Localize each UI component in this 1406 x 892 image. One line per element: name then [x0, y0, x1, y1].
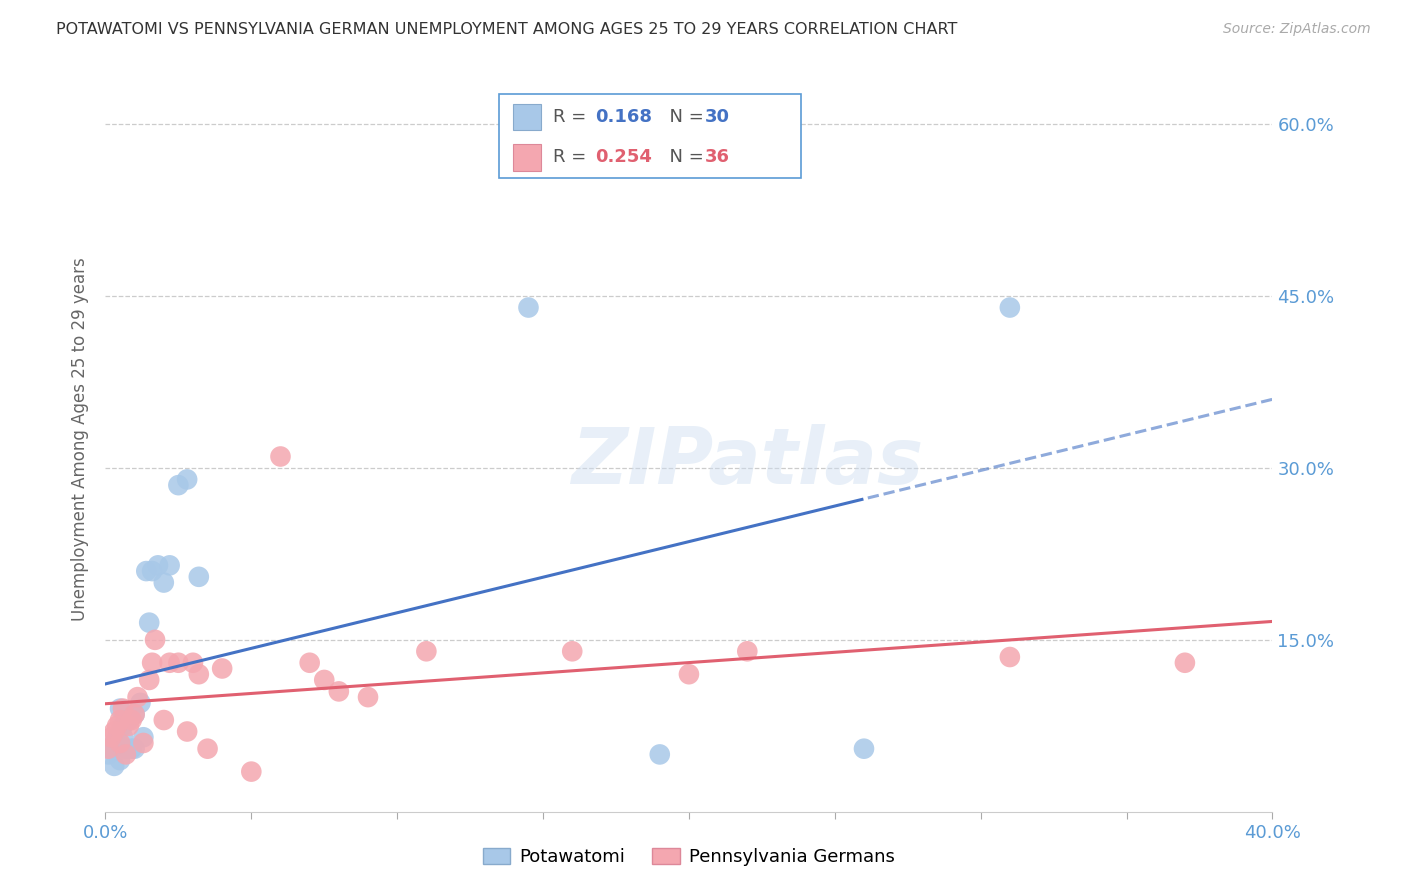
Point	[115, 741, 138, 756]
Point	[135, 564, 157, 578]
Point	[167, 656, 190, 670]
Y-axis label: Unemployment Among Ages 25 to 29 years: Unemployment Among Ages 25 to 29 years	[72, 258, 90, 621]
Point	[167, 478, 190, 492]
Text: ZIPatlas: ZIPatlas	[571, 424, 924, 500]
Point	[115, 747, 138, 762]
Point	[138, 673, 160, 687]
Point	[127, 690, 149, 705]
Point	[129, 696, 152, 710]
Point	[103, 736, 125, 750]
Point	[176, 472, 198, 486]
Point	[111, 719, 134, 733]
Point	[132, 736, 155, 750]
Point	[121, 741, 143, 756]
Point	[415, 644, 437, 658]
Point	[240, 764, 263, 779]
Point	[118, 719, 141, 733]
Point	[737, 644, 759, 658]
Point	[517, 301, 540, 315]
Text: POTAWATOMI VS PENNSYLVANIA GERMAN UNEMPLOYMENT AMONG AGES 25 TO 29 YEARS CORRELA: POTAWATOMI VS PENNSYLVANIA GERMAN UNEMPL…	[56, 22, 957, 37]
Point	[103, 724, 125, 739]
Text: Source: ZipAtlas.com: Source: ZipAtlas.com	[1223, 22, 1371, 37]
Text: 0.168: 0.168	[595, 108, 652, 126]
Text: R =: R =	[553, 108, 592, 126]
Point	[314, 673, 336, 687]
Point	[111, 701, 134, 715]
Point	[146, 558, 169, 573]
Point	[357, 690, 380, 705]
Text: 30: 30	[704, 108, 730, 126]
Point	[998, 650, 1021, 665]
Point	[678, 667, 700, 681]
Text: R =: R =	[553, 148, 592, 166]
Point	[105, 719, 128, 733]
Point	[100, 730, 122, 744]
Point	[159, 558, 181, 573]
Point	[97, 741, 120, 756]
Point	[138, 615, 160, 630]
Point	[187, 667, 209, 681]
Point	[100, 741, 122, 756]
Point	[298, 656, 321, 670]
Point	[143, 632, 166, 647]
Legend: Potawatomi, Pennsylvania Germans: Potawatomi, Pennsylvania Germans	[477, 841, 901, 873]
Point	[159, 656, 181, 670]
Point	[111, 730, 134, 744]
Point	[648, 747, 671, 762]
Point	[153, 713, 174, 727]
Point	[124, 707, 146, 722]
Text: 0.254: 0.254	[595, 148, 651, 166]
Point	[132, 730, 155, 744]
Point	[121, 713, 143, 727]
Point	[998, 301, 1021, 315]
Point	[561, 644, 583, 658]
Point	[118, 713, 141, 727]
Point	[124, 707, 146, 722]
Point	[181, 656, 204, 670]
Point	[153, 575, 174, 590]
Point	[141, 564, 163, 578]
Text: 36: 36	[704, 148, 730, 166]
Point	[108, 736, 131, 750]
Point	[108, 701, 131, 715]
Point	[141, 656, 163, 670]
Point	[211, 661, 233, 675]
Point	[187, 570, 209, 584]
Point	[269, 450, 292, 464]
Point	[97, 747, 120, 762]
Point	[108, 753, 131, 767]
Point	[197, 741, 219, 756]
Point	[124, 741, 146, 756]
Point	[103, 759, 125, 773]
Point	[105, 730, 128, 744]
Point	[1174, 656, 1197, 670]
Point	[115, 713, 138, 727]
Point	[328, 684, 350, 698]
Point	[176, 724, 198, 739]
Point	[852, 741, 875, 756]
Text: N =: N =	[658, 108, 710, 126]
Point	[108, 713, 131, 727]
Text: N =: N =	[658, 148, 710, 166]
